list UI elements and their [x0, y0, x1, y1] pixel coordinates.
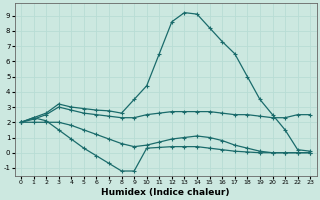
X-axis label: Humidex (Indice chaleur): Humidex (Indice chaleur)	[101, 188, 230, 197]
